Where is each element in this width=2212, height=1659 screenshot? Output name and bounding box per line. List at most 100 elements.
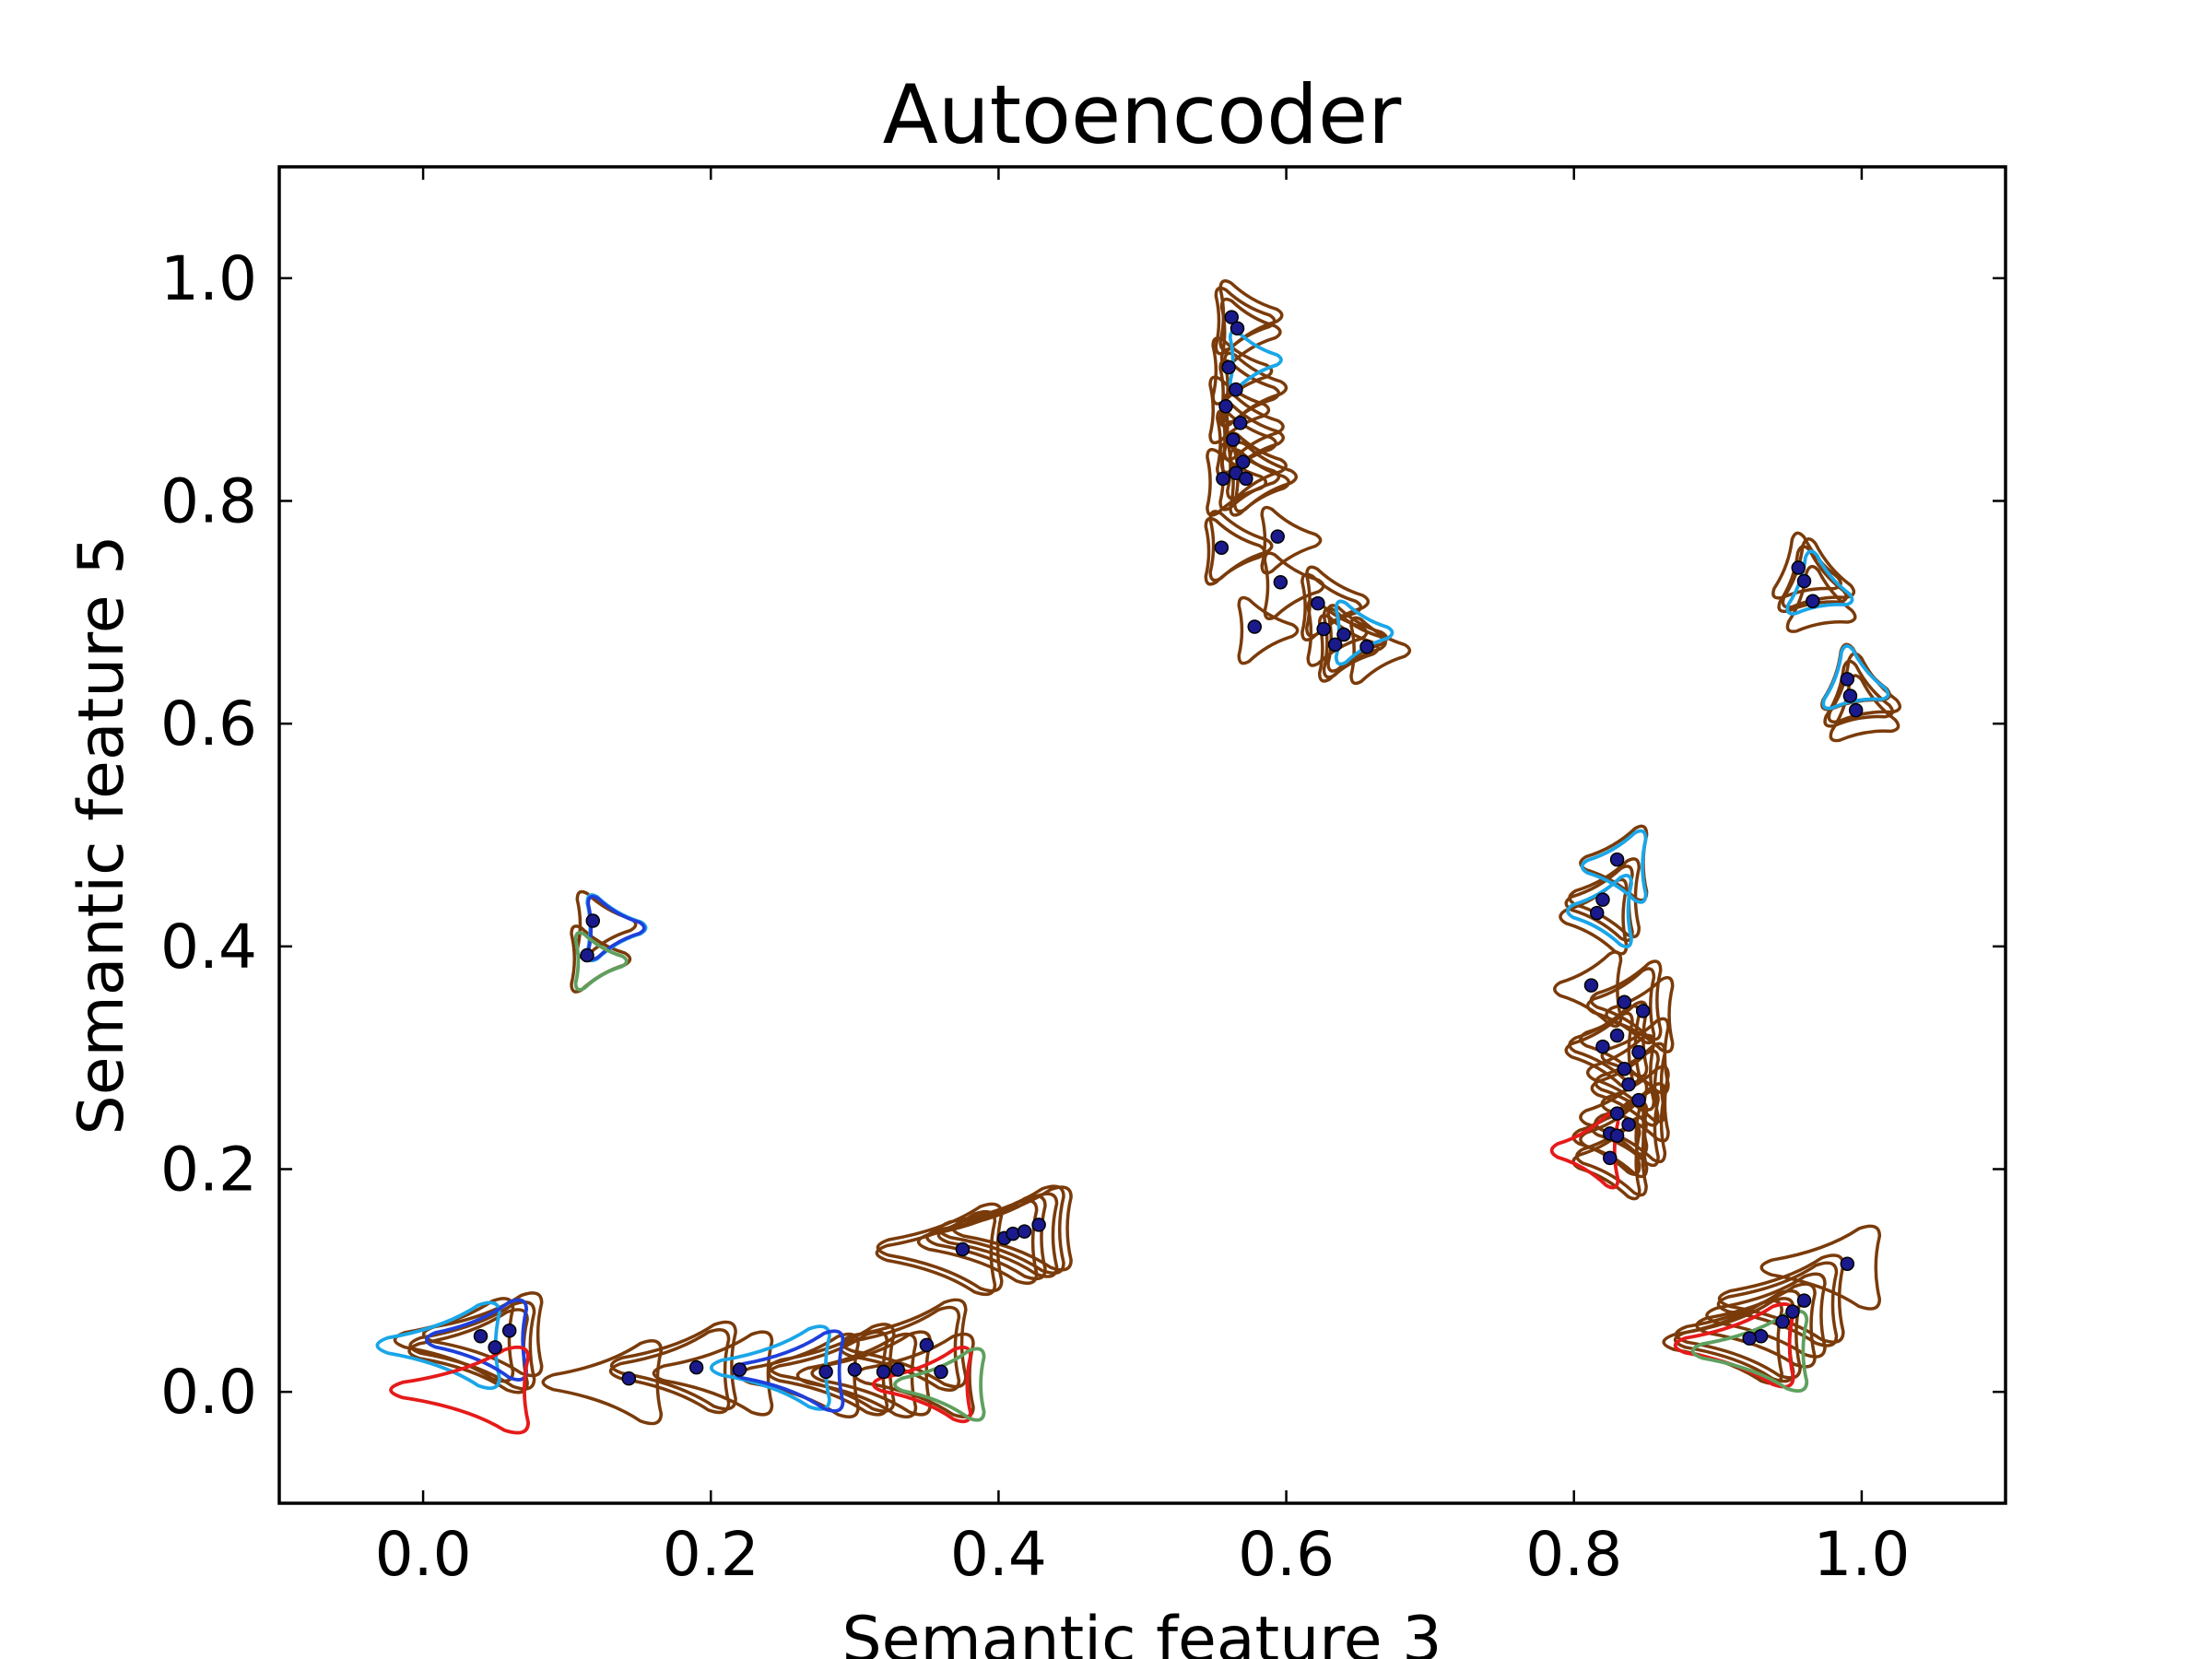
data-point [1230, 321, 1245, 335]
contour-shape [875, 1209, 997, 1297]
contour-shape [1580, 829, 1648, 904]
contour-shape [1208, 510, 1274, 582]
contour-shape [608, 1328, 731, 1415]
contour-shape [541, 1339, 664, 1426]
contour-shape [573, 931, 629, 992]
contour-shape [425, 1298, 528, 1382]
data-point [1229, 382, 1243, 397]
data-point [1589, 905, 1605, 921]
data-point [1796, 573, 1812, 589]
data-point [1017, 1224, 1032, 1239]
data-point [585, 913, 601, 928]
data-point [501, 1323, 517, 1338]
data-point [876, 1364, 891, 1380]
contour-shape [1690, 1309, 1809, 1394]
data-point [1635, 1004, 1651, 1018]
data-point [1214, 540, 1230, 555]
x-tick-label: 1.0 [1813, 1519, 1910, 1590]
contour-shape [1223, 351, 1288, 424]
contour-shape [1827, 652, 1902, 724]
contour-shape [853, 1332, 975, 1418]
data-point [1617, 1062, 1632, 1077]
data-point [919, 1337, 935, 1353]
data-point [1796, 1293, 1812, 1308]
x-axis-label: Semantic feature 3 [842, 1604, 1442, 1659]
data-point [1848, 702, 1864, 718]
data-point [1336, 627, 1351, 642]
contour-shape [1219, 297, 1282, 367]
data-point [1840, 672, 1855, 687]
data-point [934, 1364, 948, 1380]
contour-shape [1594, 1082, 1667, 1164]
contour-shape [1785, 549, 1854, 616]
data-point [890, 1362, 905, 1377]
contour-shape [951, 1185, 1073, 1272]
data-point [1359, 640, 1374, 654]
data-point [1316, 621, 1331, 637]
data-point [1609, 1106, 1625, 1121]
data-point [1583, 978, 1599, 993]
data-point [1247, 619, 1262, 634]
contour-shape [652, 1330, 774, 1417]
contour-shape [1322, 606, 1387, 679]
data-point [1006, 1226, 1020, 1241]
contour-shape [1568, 857, 1641, 939]
contour-shape [1575, 1115, 1648, 1197]
contour-shape [1237, 595, 1300, 665]
contour-shape [1229, 448, 1291, 517]
contour-shape [408, 1300, 536, 1391]
data-point [955, 1241, 971, 1257]
contour-shape [1829, 674, 1900, 743]
data-point [1216, 471, 1230, 487]
data-point [1609, 852, 1625, 867]
data-point [1327, 637, 1343, 653]
contour-shape [1705, 1272, 1827, 1359]
data-point [1270, 529, 1285, 544]
data-point [473, 1329, 488, 1344]
y-tick-label: 0.2 [160, 1135, 257, 1206]
contour-shape [609, 1320, 737, 1411]
data-point [1311, 595, 1325, 611]
contour-shape [1594, 1041, 1667, 1124]
contour-shape [393, 1297, 515, 1383]
contour-shape [1260, 505, 1323, 575]
x-tick-label: 0.4 [950, 1519, 1047, 1590]
data-points [473, 310, 1864, 1386]
contour-shape [839, 1305, 961, 1392]
y-tick-label: 0.8 [160, 466, 257, 537]
contour-shape [1214, 286, 1277, 356]
data-point [1224, 310, 1240, 324]
contour-shape [1564, 865, 1634, 943]
data-point [1595, 892, 1610, 907]
y-axis-label: Semantic feature 5 [65, 535, 138, 1135]
x-tick-label: 0.0 [375, 1519, 472, 1590]
data-point [1221, 359, 1236, 375]
data-point [1742, 1331, 1757, 1346]
data-point [1595, 1039, 1610, 1054]
contour-shape [795, 1332, 918, 1418]
contour-shape [1571, 1123, 1641, 1201]
contour-shape [1605, 975, 1675, 1053]
axis-ticks: 0.0 0.2 0.4 0.6 0.8 1.0 0.0 0.2 0.4 0.6 0.8 1.0 [160, 167, 2006, 1590]
contour-shape [709, 1324, 831, 1411]
contour-shape [893, 1347, 986, 1422]
contour-shape [1785, 564, 1857, 633]
contour-shape [375, 1300, 501, 1391]
contour-shape [1781, 537, 1856, 609]
contour-shape [936, 1192, 1059, 1278]
contour-shape [1204, 516, 1266, 586]
data-point [1232, 416, 1248, 430]
contour-shape [1305, 565, 1371, 638]
contour-shape [937, 1184, 1065, 1275]
contour-shape [840, 1298, 968, 1389]
contour-shape [407, 1308, 529, 1394]
data-point [732, 1362, 747, 1377]
data-point [1631, 1092, 1646, 1108]
data-point [1775, 1314, 1790, 1329]
contour-shape [1549, 1112, 1620, 1190]
y-tick-label: 0.0 [160, 1357, 257, 1428]
data-point [1236, 454, 1251, 469]
contour-shape [1218, 279, 1284, 352]
y-tick-label: 0.6 [160, 688, 257, 759]
